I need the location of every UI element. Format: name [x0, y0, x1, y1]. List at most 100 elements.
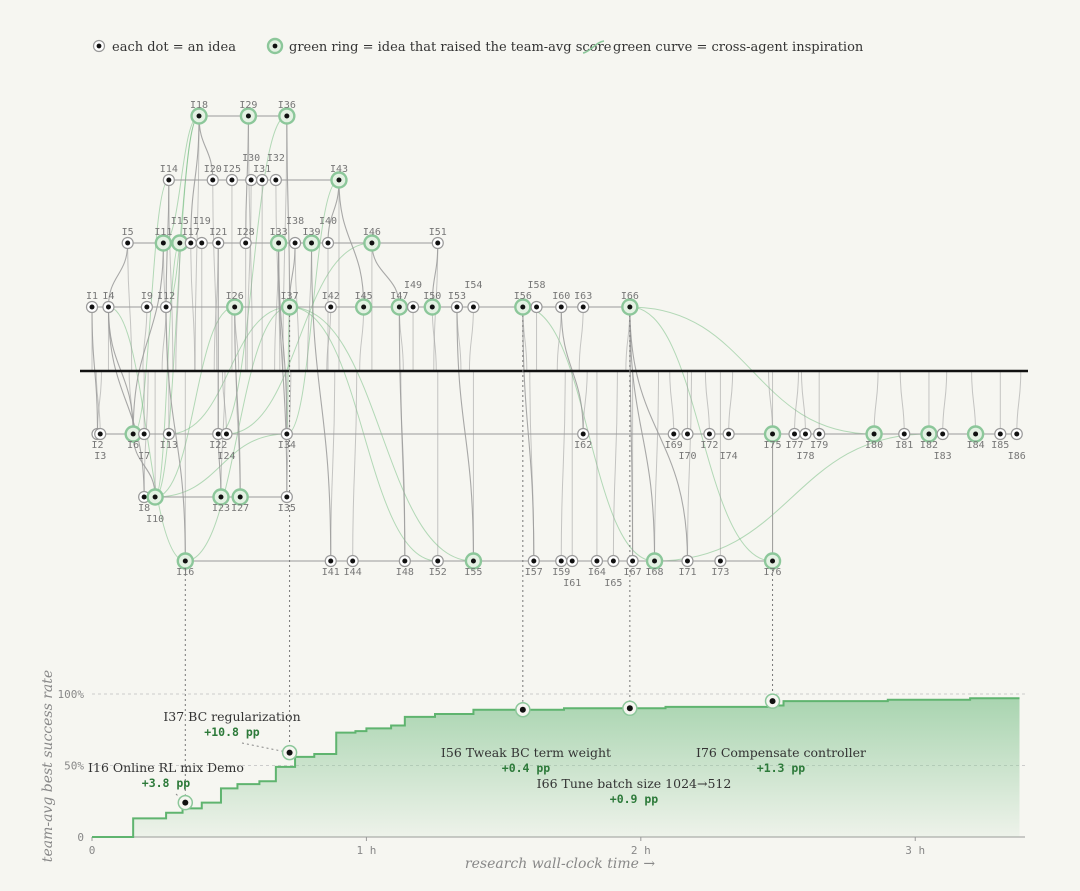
trunk-link	[330, 370, 336, 562]
annotation-title: I56 Tweak BC term weight	[441, 745, 611, 760]
idea-core	[361, 304, 367, 310]
idea-label: I17	[182, 227, 200, 238]
idea-core	[717, 558, 723, 564]
idea-label: I76	[764, 567, 782, 578]
idea-core	[470, 304, 476, 310]
idea-core	[671, 431, 677, 437]
y-tick-label: 100%	[58, 688, 85, 701]
trunk-link	[468, 306, 474, 372]
idea-core	[105, 304, 111, 310]
idea-core	[97, 431, 103, 437]
idea-label: I38	[286, 216, 304, 227]
idea-label: I80	[865, 440, 883, 451]
inspiration-curve	[218, 115, 287, 435]
idea-label: I37	[281, 291, 299, 302]
idea-label: I33	[270, 227, 288, 238]
trunk-link	[221, 370, 227, 435]
idea-core	[396, 304, 402, 310]
idea-core	[402, 558, 408, 564]
idea-core	[160, 240, 166, 246]
idea-core	[245, 113, 251, 119]
legend: each dot = an idea green ring = idea tha…	[92, 37, 864, 55]
trunk-link	[669, 370, 675, 435]
idea-core	[770, 558, 776, 564]
trunk-link	[456, 306, 462, 372]
trunk-link	[686, 370, 692, 562]
idea-core	[182, 558, 188, 564]
idea-label: I14	[160, 164, 178, 175]
trunk-link	[704, 370, 710, 435]
idea-core	[580, 304, 586, 310]
legend-curve-icon	[582, 40, 605, 54]
idea-core	[706, 431, 712, 437]
idea-core	[569, 558, 575, 564]
lineage-edge	[132, 242, 164, 435]
idea-label: I82	[920, 440, 938, 451]
idea-core	[232, 304, 238, 310]
idea-core	[188, 240, 194, 246]
trunk-link	[168, 179, 174, 372]
idea-label: I15	[171, 216, 189, 227]
idea-label: I58	[528, 280, 546, 291]
idea-label: I68	[646, 567, 664, 578]
annotation-title: I66 Tune batch size 1024→512	[537, 776, 732, 791]
annotation-delta: +3.8 pp	[142, 776, 191, 790]
trunk-link	[274, 242, 280, 372]
idea-label: I53	[448, 291, 466, 302]
idea-core	[141, 431, 147, 437]
idea-label: I63	[574, 291, 592, 302]
idea-label: I79	[810, 440, 828, 451]
idea-core	[199, 240, 205, 246]
idea-label: I5	[122, 227, 134, 238]
drop-lines	[184, 315, 774, 795]
idea-label: I16	[176, 567, 194, 578]
idea-core	[259, 177, 265, 183]
inspiration-curve	[155, 306, 235, 498]
idea-label: I60	[552, 291, 570, 302]
trunk-link	[235, 370, 241, 498]
idea-label: I72	[700, 440, 718, 451]
idea-label: I27	[231, 503, 249, 514]
idea-core	[144, 304, 150, 310]
x-tick-label: 3 h	[905, 844, 925, 857]
idea-core	[309, 240, 315, 246]
idea-label: I85	[991, 440, 1009, 451]
idea-label: I71	[678, 567, 696, 578]
x-tick-label: 2 h	[631, 844, 651, 857]
idea-label: I32	[267, 153, 285, 164]
trunk-link	[942, 370, 948, 435]
idea-core	[558, 304, 564, 310]
idea-core	[534, 304, 540, 310]
idea-label: I50	[423, 291, 441, 302]
idea-label: I18	[190, 100, 208, 111]
idea-core	[580, 431, 586, 437]
trunk-link	[529, 370, 535, 562]
trunk-link	[307, 242, 313, 372]
trunk-link	[899, 370, 905, 435]
idea-label: I36	[278, 100, 296, 111]
idea-label: I51	[429, 227, 447, 238]
score-step-line	[92, 697, 1020, 838]
idea-core	[1014, 431, 1020, 437]
trunk-link	[654, 370, 660, 562]
idea-core	[684, 431, 690, 437]
idea-core	[276, 240, 282, 246]
annotation-dot	[626, 705, 633, 712]
inspiration-curve	[226, 242, 372, 435]
idea-label: I42	[322, 291, 340, 302]
idea-label: I46	[363, 227, 381, 238]
idea-core	[125, 240, 131, 246]
trunk-link	[161, 306, 167, 372]
trunk-link	[793, 370, 799, 435]
idea-label: I52	[429, 567, 447, 578]
annotation-dot	[769, 698, 776, 705]
idea-label: I28	[237, 227, 255, 238]
trunk-link	[800, 370, 806, 435]
idea-core	[470, 558, 476, 564]
idea-core	[292, 240, 298, 246]
idea-core	[454, 304, 460, 310]
idea-label: I41	[322, 567, 340, 578]
lineage-edge	[338, 179, 365, 308]
idea-label: I21	[209, 227, 227, 238]
idea-label: I66	[621, 291, 639, 302]
